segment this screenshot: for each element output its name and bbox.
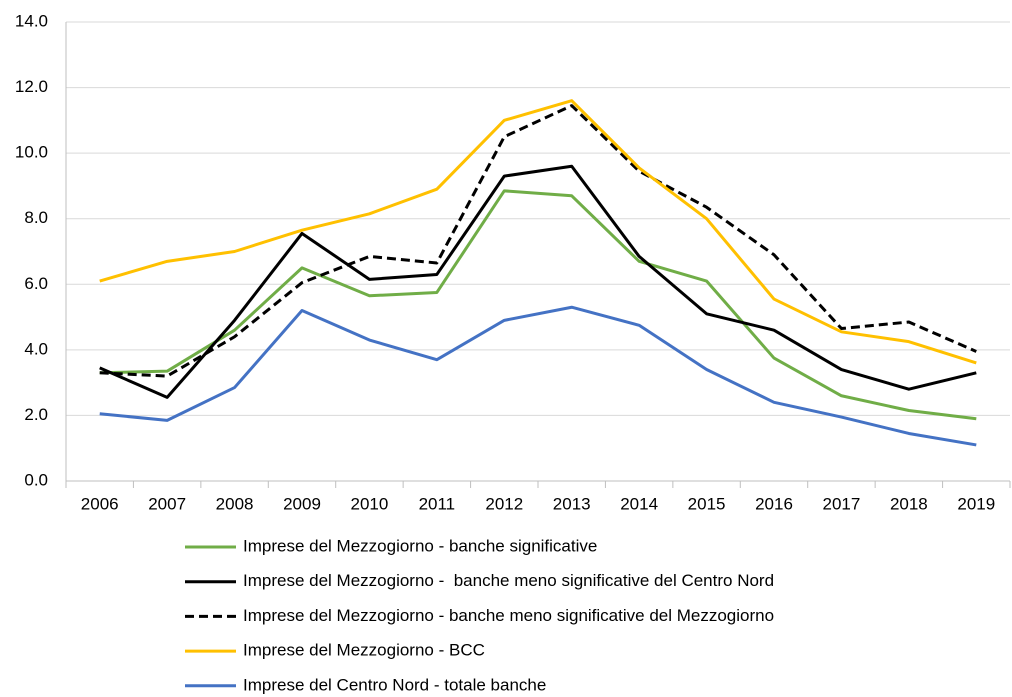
x-tick-label: 2016 [755,494,793,513]
x-tick-label: 2018 [890,494,928,513]
x-tick-label: 2009 [283,494,321,513]
x-tick-label: 2019 [957,494,995,513]
legend-label: Imprese del Mezzogiorno - banche signifi… [243,536,597,555]
y-tick-label: 2.0 [24,405,48,424]
y-tick-label: 4.0 [24,339,48,358]
x-tick-label: 2014 [620,494,658,513]
legend-label: Imprese del Centro Nord - totale banche [243,675,546,694]
legend-label: Imprese del Mezzogiorno - banche meno si… [243,606,774,625]
legend-label: Imprese del Mezzogiorno - BCC [243,641,485,660]
y-tick-label: 14.0 [15,11,48,30]
x-tick-label: 2006 [81,494,119,513]
series-line [99,164,977,399]
y-tick-label: 12.0 [15,77,48,96]
x-tick-label: 2012 [485,494,523,513]
x-tick-label: 2013 [553,494,591,513]
x-tick-label: 2008 [216,494,254,513]
series-line [99,305,977,447]
x-tick-label: 2007 [148,494,186,513]
y-tick-label: 0.0 [24,470,48,489]
series-line [99,189,977,421]
series-line [99,104,977,378]
x-tick-label: 2010 [351,494,389,513]
series-line [99,99,977,365]
x-tick-label: 2015 [688,494,726,513]
x-tick-label: 2011 [419,494,456,513]
legend-label: Imprese del Mezzogiorno - banche meno si… [243,571,774,590]
y-tick-label: 8.0 [24,208,48,227]
y-tick-label: 10.0 [15,143,48,162]
y-tick-label: 6.0 [24,274,48,293]
x-tick-label: 2017 [823,494,861,513]
